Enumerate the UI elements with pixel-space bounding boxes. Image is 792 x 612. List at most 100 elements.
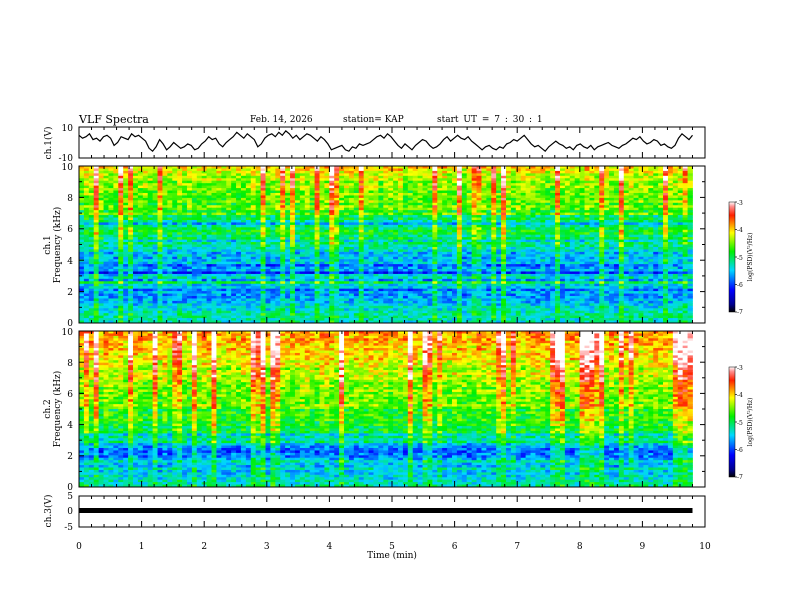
spectrogram-cell [186,183,193,187]
spectrogram-cell [486,242,492,245]
spectrogram-cell [545,212,551,216]
spectrogram-cell [393,254,399,258]
spectrogram-cell [231,200,237,204]
spectrogram-cell [618,202,625,206]
spectrogram-cell [481,259,487,263]
spectrogram-cell [314,254,320,258]
spectrogram-cell [471,190,477,194]
spectrogram-cell [628,170,634,174]
spectrogram-cell [128,249,134,253]
spectrogram-cell [265,200,271,204]
spectrogram-cell [186,232,193,236]
spectrogram-cell [648,195,654,199]
spectrogram-cell [211,237,217,240]
spectrogram-cell [574,190,580,194]
spectrogram-cell [93,195,100,199]
spectrogram-cell [481,192,487,196]
spectrogram-cell [132,195,139,199]
spectrogram-cell [393,244,399,248]
spectrogram-cell [491,183,497,187]
spectrogram-cell [142,212,149,216]
spectrogram-cell [540,212,546,216]
spectrogram-cell [471,227,477,231]
spectrogram-cell [108,197,114,201]
spectrogram-cell [270,175,276,179]
spectrogram-cell [319,183,325,187]
spectrogram-cell [353,175,360,179]
spectrogram-cell [358,200,365,204]
spectrogram-cell [496,175,502,179]
spectrogram-cell [510,197,517,201]
spectrogram-cell [196,212,203,216]
spectrogram-cell [157,227,163,231]
spectrogram-cell [339,244,345,248]
spectrogram-cell [496,251,502,255]
spectrogram-cell [196,242,203,245]
spectrogram-cell [447,210,453,214]
spectrogram-cell [407,212,414,216]
spectrogram-cell [589,210,595,214]
spectrogram-cell [393,178,399,182]
spectrogram-cell [299,217,306,221]
spectrogram-cell [466,224,473,228]
spectrogram-cell [540,192,546,196]
spectrogram-cell [437,237,443,240]
spectrogram-cell [226,232,232,236]
spectrogram-cell [339,200,345,204]
spectrogram-cell [211,244,217,248]
spectrogram-cell [83,197,90,201]
spectrogram-cell [643,170,649,174]
spectrogram-cell [93,210,100,214]
spectrogram-cell [123,170,129,174]
spectrogram-cell [461,190,468,194]
spectrogram-cell [182,168,188,172]
spectrogram-cell [687,197,693,201]
spectrogram-cell [559,207,566,211]
spectrogram-cell [319,202,325,206]
spectrogram-cell [574,259,580,263]
spectrogram-cell [275,242,281,245]
spectrogram-cell [206,192,212,196]
spectrogram-cell [211,192,217,196]
spectrogram-cell [481,205,487,209]
spectrogram-cell [604,256,610,260]
spectrogram-cell [373,251,379,255]
spectrogram-cell [437,246,443,250]
spectrogram-cell [118,229,124,233]
spectrogram-cell [427,234,433,238]
spectrogram-cell [422,237,428,240]
spectrogram-cell [555,242,561,245]
spectrogram-cell [422,197,428,201]
spectrogram-cell [88,183,95,187]
spectrogram-cell [677,215,684,218]
spectrogram-cell [260,183,266,187]
spectrogram-cell [334,207,340,211]
spectrogram-cell [540,219,546,223]
spectrogram-cell [231,197,237,201]
spectrogram-cell [466,251,473,255]
spectrogram-cell [648,168,654,172]
spectrogram-cell [574,256,580,260]
spectrogram-cell [481,239,487,243]
spectrogram-cell [83,205,90,209]
spectrogram-cell [682,170,688,174]
spectrogram-cell [319,212,325,216]
spectrogram-cell [559,242,566,245]
spectrogram-cell [285,244,291,248]
spectrogram-cell [412,166,419,169]
spectrogram-cell [132,188,139,191]
spectrogram-cell [476,178,482,182]
spectrogram-cell [373,237,379,240]
spectrogram-cell [417,237,423,240]
spectrogram-cell [550,246,556,250]
spectrogram-cell [442,202,448,206]
spectrogram-cell [515,168,522,172]
spectrogram-cell [555,180,561,184]
spectrogram-cell [604,188,610,191]
spectrogram-cell [402,168,409,172]
spectrogram-cell [569,256,576,260]
spectrogram-cell [584,175,590,179]
spectrogram-cell [383,234,389,238]
spectrogram-cell [309,168,315,172]
spectrogram-cell [206,222,212,226]
